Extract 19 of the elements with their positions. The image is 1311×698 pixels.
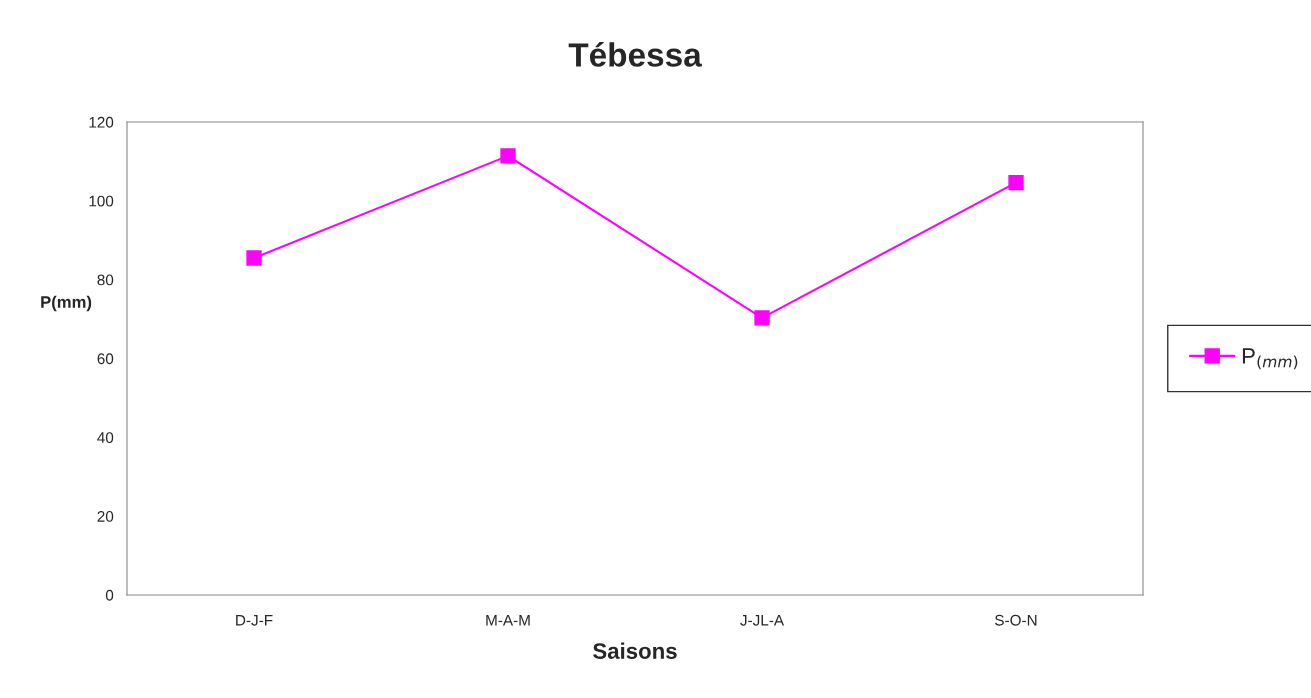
y-tick-label: 80	[97, 274, 114, 286]
y-axis-title: P(mm)	[41, 295, 92, 312]
y-tick-label: 20	[97, 511, 114, 522]
point	[246, 250, 262, 266]
chart-title: Tébessa	[568, 42, 702, 67]
point	[754, 310, 770, 326]
legend-label: P$_{(mm)}$	[1242, 348, 1298, 370]
x-tick-label: D-J-F	[236, 615, 273, 626]
y-tick-label: 40	[97, 432, 114, 444]
x-axis-title: Saisons	[593, 642, 677, 659]
y-tick-label: 0	[105, 589, 114, 601]
point	[500, 148, 516, 164]
point	[1008, 175, 1024, 191]
y-tick-label: 100	[89, 195, 114, 207]
x-tick-label: M-A-M	[486, 615, 530, 626]
x-tick-label: S-O-N	[995, 614, 1037, 626]
x-tick-label: J-JL-A	[740, 615, 785, 626]
y-tick-label: 120	[89, 116, 114, 128]
y-tick-label: 60	[97, 353, 114, 365]
